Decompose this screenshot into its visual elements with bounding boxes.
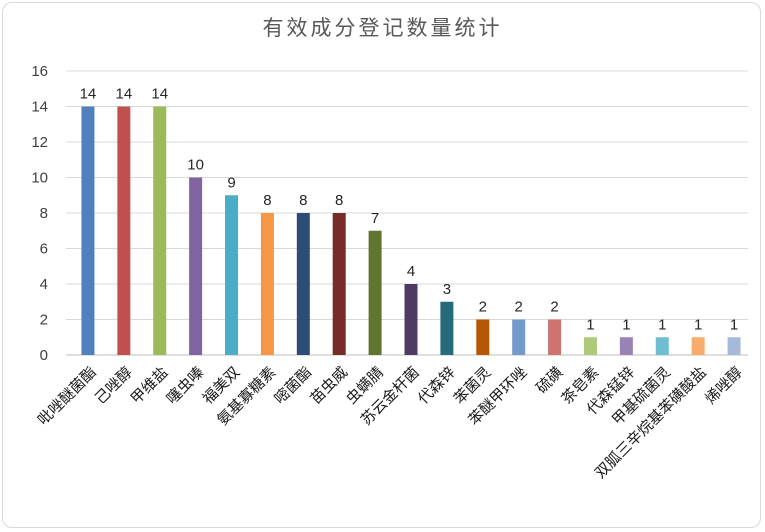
- category-label: 甲维盐: [127, 363, 172, 408]
- data-label: 14: [115, 86, 132, 103]
- y-axis-ticks: 0 2 4 6 8 10 12 14 16: [31, 63, 48, 364]
- bar: [117, 106, 131, 355]
- bar: [81, 106, 95, 355]
- bar: [153, 106, 167, 355]
- y-tick-label: 4: [40, 276, 48, 293]
- data-label: 1: [730, 316, 738, 333]
- y-tick-label: 12: [31, 134, 48, 151]
- chart-title: 有效成分登记数量统计: [262, 16, 503, 40]
- category-label: 苗虫威: [306, 363, 351, 408]
- data-label: 10: [187, 157, 204, 174]
- y-tick-label: 8: [40, 205, 48, 222]
- data-labels: 14 14 14 10 9 8 8 8 7 4 3 2 2 2 1 1 1 1 1: [80, 86, 739, 334]
- y-tick-label: 16: [31, 63, 48, 80]
- category-label: 吡唑醚菌酯: [34, 363, 100, 429]
- y-tick-label: 2: [40, 312, 48, 329]
- data-label: 2: [515, 299, 523, 316]
- bar: [548, 319, 562, 355]
- bar: [655, 337, 669, 355]
- bar: [619, 337, 633, 355]
- data-label: 1: [694, 316, 702, 333]
- data-label: 2: [479, 299, 487, 316]
- bar: [332, 213, 346, 355]
- bar: [583, 337, 597, 355]
- category-label: 烯唑醇: [701, 363, 746, 408]
- bar: [368, 230, 382, 355]
- y-tick-label: 14: [31, 99, 48, 116]
- y-tick-label: 0: [40, 347, 48, 364]
- data-label: 8: [335, 192, 343, 209]
- data-label: 2: [550, 299, 558, 316]
- bars: [81, 106, 741, 355]
- category-label: 己唑醇: [91, 363, 136, 408]
- bar: [296, 213, 310, 355]
- y-tick-label: 6: [40, 241, 48, 258]
- data-label: 1: [586, 316, 594, 333]
- bar: [440, 301, 454, 355]
- bar: [476, 319, 490, 355]
- data-label: 1: [622, 316, 630, 333]
- bar: [404, 284, 418, 355]
- data-label: 14: [151, 86, 168, 103]
- y-tick-label: 10: [31, 170, 48, 187]
- data-label: 14: [80, 86, 97, 103]
- category-label: 嘧菌酯: [271, 363, 316, 408]
- data-label: 3: [443, 281, 451, 298]
- data-label: 9: [227, 174, 235, 191]
- bar: [512, 319, 526, 355]
- data-label: 7: [371, 210, 379, 227]
- bar: [189, 177, 203, 355]
- bar: [691, 337, 705, 355]
- bar: [225, 195, 239, 355]
- bar: [260, 213, 274, 355]
- data-label: 8: [299, 192, 307, 209]
- category-label: 代森锌: [414, 363, 459, 408]
- data-label: 8: [263, 192, 271, 209]
- data-label: 1: [658, 316, 666, 333]
- category-label: 噻虫嗪: [163, 363, 208, 408]
- category-labels: 吡唑醚菌酯己唑醇甲维盐噻虫嗪福美双氨基寡糖素嘧菌酯苗虫威虫螨腈苏云金杆菌代森锌苯…: [34, 363, 746, 482]
- data-label: 4: [407, 263, 415, 280]
- bar: [727, 337, 741, 355]
